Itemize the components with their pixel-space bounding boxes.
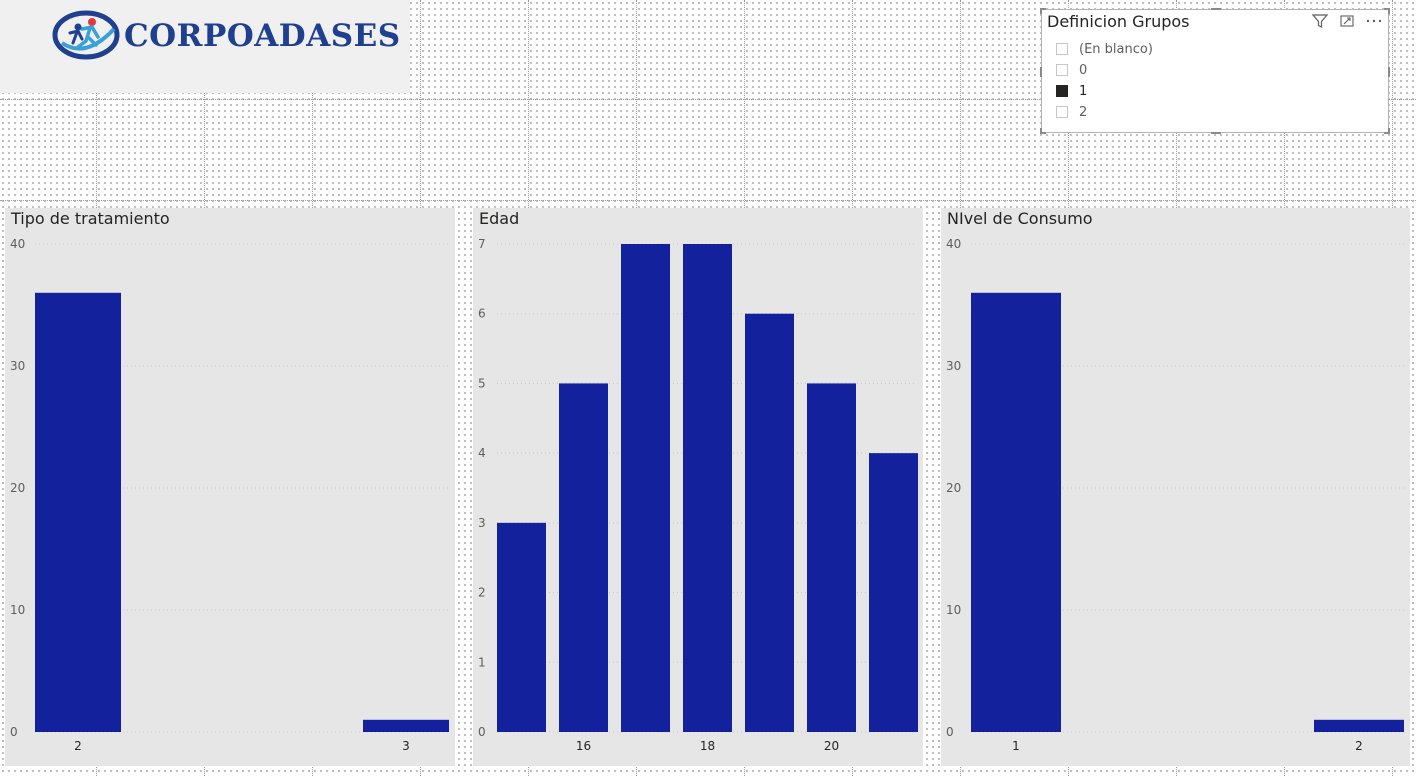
bar[interactable] (559, 383, 608, 732)
slicer-item-label: 2 (1079, 104, 1088, 120)
tipo-de-tratamiento-chart[interactable]: 0 10 20 30 40 2 3 Tipo de tratamiento (5, 208, 455, 766)
y-tick-label: 20 (10, 481, 25, 495)
logo-text: CORPOADASES (124, 18, 401, 54)
slicer-item-en-blanco[interactable]: (En blanco) (1056, 40, 1153, 58)
more-options-icon[interactable] (1366, 18, 1382, 24)
y-tick-label: 3 (478, 516, 486, 530)
bar[interactable] (683, 244, 732, 732)
resize-handle[interactable] (1384, 132, 1390, 134)
edad-chart[interactable]: 0 1 2 3 4 5 6 7 16 18 20 Edad (473, 208, 923, 766)
bar[interactable] (35, 292, 121, 732)
y-tick-label: 0 (478, 725, 486, 739)
y-tick-label: 0 (946, 725, 954, 739)
y-tick-label: 2 (478, 586, 486, 600)
slicer-item-label: (En blanco) (1079, 41, 1153, 57)
x-tick-label: 16 (576, 739, 591, 753)
chart-svg: 0 1 2 3 4 5 6 7 16 18 20 (478, 237, 918, 753)
focus-mode-icon[interactable] (1340, 14, 1354, 28)
resize-handle[interactable] (1211, 132, 1221, 134)
y-tick-label: 30 (10, 359, 25, 373)
resize-handle[interactable] (1388, 67, 1390, 77)
checkbox[interactable] (1056, 106, 1068, 118)
canvas-gridline (0, 200, 1416, 201)
resize-handle[interactable] (1040, 67, 1042, 77)
slicer-item-label: 0 (1079, 62, 1088, 78)
filter-icon[interactable] (1312, 14, 1328, 28)
y-tick-label: 40 (10, 237, 25, 251)
x-tick-label: 1 (1012, 739, 1020, 753)
y-tick-label: 20 (946, 481, 961, 495)
definicion-grupos-slicer[interactable]: Definicion Grupos (En blanco) 0 1 2 (1040, 8, 1390, 134)
y-tick-label: 6 (478, 307, 486, 321)
checkbox-checked[interactable] (1056, 85, 1068, 97)
bar[interactable] (497, 522, 546, 732)
slicer-header-icons (1312, 14, 1382, 28)
chart-title: Tipo de tratamiento (11, 209, 170, 228)
runners-logo-icon (52, 10, 120, 60)
chart-svg: 0 10 20 30 40 1 2 (946, 237, 1404, 753)
resize-handle[interactable] (1388, 128, 1390, 134)
y-tick-label: 10 (10, 603, 25, 617)
x-tick-label: 2 (1355, 739, 1363, 753)
resize-handle[interactable] (1040, 8, 1046, 10)
slicer-item-2[interactable]: 2 (1056, 103, 1087, 121)
y-tick-label: 0 (10, 725, 18, 739)
x-tick-label: 20 (824, 739, 839, 753)
y-tick-label: 4 (478, 446, 486, 460)
y-tick-label: 7 (478, 237, 486, 251)
slicer-item-0[interactable]: 0 (1056, 61, 1087, 79)
chart-title: Edad (479, 209, 520, 228)
chart-svg: 0 10 20 30 40 2 3 (10, 237, 449, 753)
x-tick-label: 3 (402, 739, 410, 753)
y-tick-label: 10 (946, 603, 961, 617)
chart-title: NIvel de Consumo (947, 209, 1093, 228)
resize-handle[interactable] (1040, 8, 1042, 14)
resize-handle[interactable] (1384, 8, 1390, 10)
y-tick-label: 30 (946, 359, 961, 373)
bar[interactable] (1314, 719, 1404, 732)
resize-handle[interactable] (1211, 8, 1221, 10)
bar[interactable] (807, 383, 856, 732)
resize-handle[interactable] (1040, 132, 1046, 134)
bar[interactable] (869, 453, 918, 732)
resize-handle[interactable] (1040, 128, 1042, 134)
slicer-title: Definicion Grupos (1047, 12, 1190, 31)
bar[interactable] (971, 292, 1061, 732)
slicer-item-label: 1 (1079, 83, 1088, 99)
bar[interactable] (363, 719, 449, 732)
y-tick-label: 5 (478, 376, 486, 390)
canvas-gridline (0, 99, 1416, 100)
y-tick-label: 1 (478, 655, 486, 669)
nivel-de-consumo-chart[interactable]: 0 10 20 30 40 1 2 NIvel de Consumo (941, 208, 1410, 766)
checkbox[interactable] (1056, 64, 1068, 76)
x-tick-label: 2 (74, 739, 82, 753)
bar[interactable] (621, 244, 670, 732)
slicer-item-1[interactable]: 1 (1056, 82, 1087, 100)
bar[interactable] (745, 313, 794, 732)
resize-handle[interactable] (1388, 8, 1390, 14)
company-logo: CORPOADASES (0, 0, 410, 93)
checkbox[interactable] (1056, 43, 1068, 55)
x-tick-label: 18 (700, 739, 715, 753)
y-tick-label: 40 (946, 237, 961, 251)
